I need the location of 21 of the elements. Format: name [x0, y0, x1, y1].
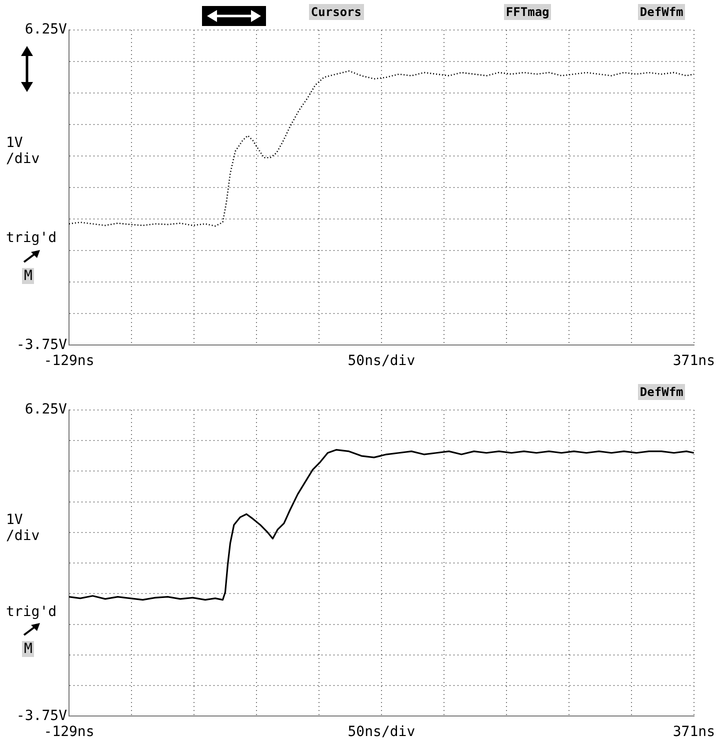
text: FFTmag	[504, 4, 552, 20]
y-tick-label: -3.75V	[16, 336, 68, 353]
text: DefWfm	[638, 384, 686, 400]
x-tick-label: 371ns	[672, 353, 716, 370]
text: DefWfm	[638, 4, 686, 20]
x-tick-label: -129ns	[44, 724, 94, 740]
x-axis-title: 50ns/div	[346, 353, 416, 370]
line-series	[69, 70, 694, 227]
y-axis-title: 1V /div	[6, 135, 41, 168]
x-axis-title: 50ns/div	[346, 724, 416, 740]
text: trig'd	[6, 230, 57, 246]
text: trig'd	[6, 604, 57, 620]
text: M	[22, 640, 34, 657]
y-tick-label: -3.75V	[16, 708, 68, 724]
y-tick-label: 6.25V	[24, 22, 68, 38]
text: Cursors	[308, 4, 364, 20]
y-tick-label: 6.25V	[24, 402, 68, 418]
y-axis-title: 1V /div	[6, 512, 41, 544]
x-tick-label: -129ns	[44, 353, 94, 370]
x-tick-label: 371ns	[672, 724, 716, 740]
text: M	[22, 268, 34, 284]
